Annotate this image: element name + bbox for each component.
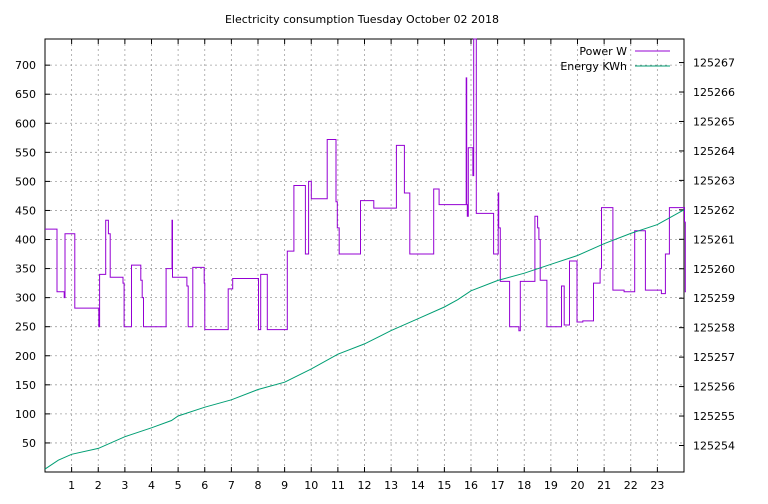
y-left-tick-label: 500 xyxy=(15,175,36,188)
y-left-tick-label: 250 xyxy=(15,321,36,334)
y-right-tick-label: 125265 xyxy=(693,115,735,128)
axes: 1 2 3 4 5 6 7 8 9 10 11 12 13 14 15 16 17 18 19 20 21 22 23501… xyxy=(15,39,735,492)
series-line-power-w xyxy=(45,38,686,332)
x-tick-label: 20 xyxy=(571,479,585,492)
series-line-energy-kwh xyxy=(44,209,685,470)
x-tick-label: 23 xyxy=(650,479,664,492)
y-left-tick-label: 400 xyxy=(15,234,36,247)
y-left-tick-label: 450 xyxy=(15,204,36,217)
y-right-tick-label: 125264 xyxy=(693,145,735,158)
y-right-tick-label: 125255 xyxy=(693,410,735,423)
y-left-tick-label: 100 xyxy=(15,408,36,421)
y-right-tick-label: 125267 xyxy=(693,57,735,70)
x-tick-label: 11 xyxy=(331,479,345,492)
y-left-tick-label: 50 xyxy=(22,437,36,450)
x-tick-label: 2 xyxy=(95,479,102,492)
y-right-tick-label: 125263 xyxy=(693,174,735,187)
chart-title: Electricity consumption Tuesday October … xyxy=(225,13,499,26)
x-tick-label: 3 xyxy=(121,479,128,492)
y-right-tick-label: 125256 xyxy=(693,381,735,394)
x-tick-label: 5 xyxy=(175,479,182,492)
y-left-tick-label: 550 xyxy=(15,146,36,159)
legend-label: Power W xyxy=(579,45,627,58)
y-right-tick-label: 125262 xyxy=(693,204,735,217)
x-tick-label: 4 xyxy=(148,479,155,492)
x-tick-label: 17 xyxy=(491,479,505,492)
y-right-tick-label: 125260 xyxy=(693,263,735,276)
y-right-tick-label: 125261 xyxy=(693,233,735,246)
x-tick-label: 22 xyxy=(624,479,638,492)
x-tick-label: 18 xyxy=(517,479,531,492)
x-tick-label: 13 xyxy=(384,479,398,492)
x-tick-label: 8 xyxy=(255,479,262,492)
x-tick-label: 9 xyxy=(281,479,288,492)
y-right-tick-label: 125258 xyxy=(693,322,735,335)
x-tick-label: 14 xyxy=(411,479,425,492)
y-left-tick-label: 300 xyxy=(15,292,36,305)
y-left-tick-label: 150 xyxy=(15,379,36,392)
y-left-tick-label: 600 xyxy=(15,117,36,130)
y-right-tick-label: 125254 xyxy=(693,439,735,452)
x-tick-label: 12 xyxy=(358,479,372,492)
y-right-tick-label: 125259 xyxy=(693,292,735,305)
y-left-tick-label: 350 xyxy=(15,263,36,276)
x-tick-label: 7 xyxy=(228,479,235,492)
x-tick-label: 1 xyxy=(68,479,75,492)
legend-label: Energy KWh xyxy=(560,60,627,73)
x-tick-label: 6 xyxy=(201,479,208,492)
x-tick-label: 21 xyxy=(597,479,611,492)
y-left-tick-label: 200 xyxy=(15,350,36,363)
x-tick-label: 10 xyxy=(304,479,318,492)
x-tick-label: 19 xyxy=(544,479,558,492)
series xyxy=(44,38,686,470)
y-left-tick-label: 700 xyxy=(15,59,36,72)
x-tick-label: 16 xyxy=(464,479,478,492)
legend: Power W Energy KWh xyxy=(560,45,670,73)
y-left-tick-label: 650 xyxy=(15,88,36,101)
y-right-tick-label: 125266 xyxy=(693,86,735,99)
x-tick-label: 15 xyxy=(437,479,451,492)
grid xyxy=(45,39,684,472)
y-right-tick-label: 125257 xyxy=(693,351,735,364)
